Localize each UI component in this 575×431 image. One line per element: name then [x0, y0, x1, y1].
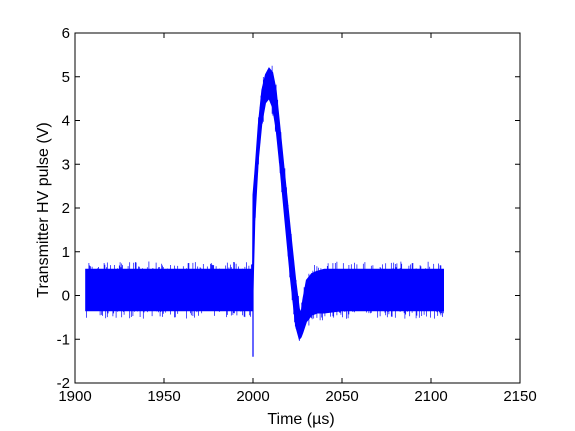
y-tick-label: 5: [62, 69, 70, 86]
x-tick-label: 2050: [325, 388, 358, 405]
plot-area: [85, 65, 444, 357]
x-tick-label: 1900: [58, 388, 91, 405]
x-axis-label: Time (µs): [267, 411, 334, 428]
x-tick-label: 2100: [414, 388, 447, 405]
y-tick-label: 4: [62, 113, 70, 130]
y-tick-label: 2: [62, 200, 70, 217]
x-tick-label: 2150: [503, 388, 536, 405]
y-tick-label: 6: [62, 25, 70, 42]
x-tick-label: 1950: [147, 388, 180, 405]
series-noise: [86, 65, 444, 341]
axes: 1900 1950 2000 2050 2100 2150 -2 -1 0 1 2 3 4 5 6: [57, 25, 537, 405]
y-tick-label: -2: [57, 375, 70, 392]
y-tick-label: 3: [62, 156, 70, 173]
y-tick-label: -1: [57, 331, 70, 348]
series-0: [85, 65, 444, 357]
x-tick-label: 2000: [236, 388, 269, 405]
y-axis-label: Transmitter HV pulse (V): [35, 122, 52, 297]
y-tick-label: 1: [62, 244, 70, 261]
y-tick-label: 0: [62, 288, 70, 305]
